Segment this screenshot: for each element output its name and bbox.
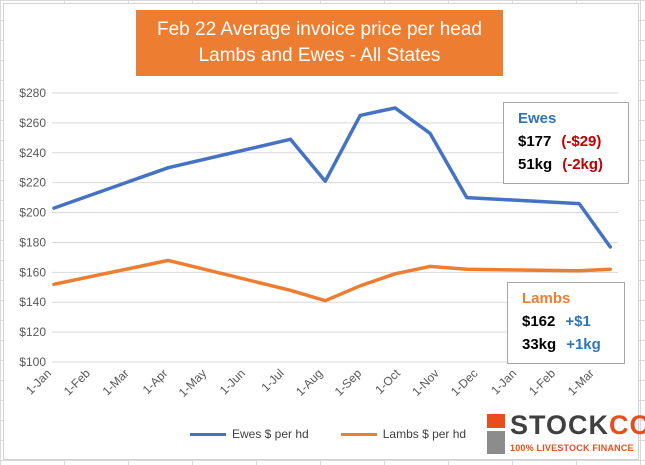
legend-label-ewes: Ewes $ per hd	[232, 427, 309, 441]
y-tick-label: $120	[19, 325, 46, 339]
lambs-price-change: +$1	[565, 313, 591, 330]
x-tick-label: 1-Apr	[140, 366, 171, 397]
x-tick-label: 1-Feb	[526, 366, 558, 398]
ewes-callout: Ewes $177 (-$29) 51kg (-2kg)	[503, 102, 629, 184]
y-tick-label: $160	[19, 265, 46, 279]
logo-brand-main: STOCK	[510, 410, 610, 440]
logo-brand-accent: CO	[609, 410, 645, 440]
x-tick-label: 1-Oct	[372, 366, 403, 397]
lambs-price: $162	[522, 313, 556, 330]
stockco-logo: STOCKCO 100% LIVESTOCK FINANCE	[487, 410, 645, 458]
y-tick-label: $280	[19, 86, 46, 100]
logo-tagline: 100% LIVESTOCK FINANCE	[510, 443, 634, 453]
y-tick-label: $260	[19, 116, 46, 130]
lambs-weight: 33kg	[522, 336, 557, 353]
ewes-series-line	[52, 106, 612, 249]
lambs-weight-row: 33kg +1kg	[522, 336, 624, 353]
ewes-price: $177	[518, 133, 552, 150]
logo-wordmark: STOCKCO	[510, 410, 645, 441]
x-tick-label: 1-Sep	[332, 366, 365, 399]
ewes-price-change: (-$29)	[561, 133, 602, 150]
lambs-weight-change: +1kg	[566, 336, 601, 353]
legend-swatch-ewes	[190, 432, 226, 436]
x-tick-label: 1-Jul	[258, 366, 286, 394]
ewes-callout-heading: Ewes	[518, 110, 557, 127]
ewes-weight-change: (-2kg)	[562, 156, 604, 173]
x-tick-label: 1-Nov	[409, 366, 442, 399]
legend-item-ewes: Ewes $ per hd	[190, 427, 309, 441]
ewes-weight: 51kg	[518, 156, 553, 173]
y-tick-label: $100	[19, 355, 46, 369]
chart-title: Feb 22 Average invoice price per head La…	[136, 10, 503, 76]
lambs-price-row: $162 +$1	[522, 313, 624, 330]
y-tick-label: $200	[19, 206, 46, 220]
chart-legend: Ewes $ per hd Lambs $ per hd	[190, 427, 498, 441]
y-tick-label: $240	[19, 146, 46, 160]
y-axis-tick-labels: $100 $120 $140 $160 $180 $200 $220 $240 $260 $280	[19, 86, 46, 369]
logo-mark-icon	[487, 414, 505, 454]
chart-title-line-2: Lambs and Ewes - All States	[198, 45, 441, 66]
legend-label-lambs: Lambs $ per hd	[382, 427, 467, 441]
x-axis-tick-labels: 1-Jan 1-Feb 1-Mar 1-Apr 1-May 1-Jun 1-Jul 1-Aug…	[23, 366, 597, 400]
y-tick-label: $220	[19, 176, 46, 190]
x-tick-label: 1-Mar	[565, 366, 597, 398]
legend-swatch-lambs	[340, 432, 377, 436]
series-lines	[52, 106, 612, 303]
ewes-price-row: $177 (-$29)	[518, 133, 628, 150]
x-tick-label: 1-Aug	[293, 366, 326, 399]
lambs-series-line	[52, 258, 612, 303]
x-tick-label: 1-Jun	[217, 366, 248, 397]
x-tick-label: 1-May	[176, 366, 209, 399]
x-tick-label: 1-Jan	[488, 366, 519, 397]
x-tick-label: 1-Jan	[23, 366, 54, 397]
x-tick-label: 1-Feb	[61, 366, 93, 398]
chart-area[interactable]	[3, 3, 639, 460]
lambs-callout-heading: Lambs	[522, 290, 571, 307]
legend-item-lambs: Lambs $ per hd	[340, 427, 467, 441]
chart-title-line-1: Feb 22 Average invoice price per head	[157, 19, 482, 40]
lambs-callout: Lambs $162 +$1 33kg +1kg	[507, 282, 625, 364]
y-tick-label: $140	[19, 295, 46, 309]
ewes-weight-row: 51kg (-2kg)	[518, 156, 628, 173]
x-tick-label: 1-Mar	[100, 366, 132, 398]
x-tick-label: 1-Dec	[448, 366, 481, 399]
y-tick-label: $180	[19, 235, 46, 249]
